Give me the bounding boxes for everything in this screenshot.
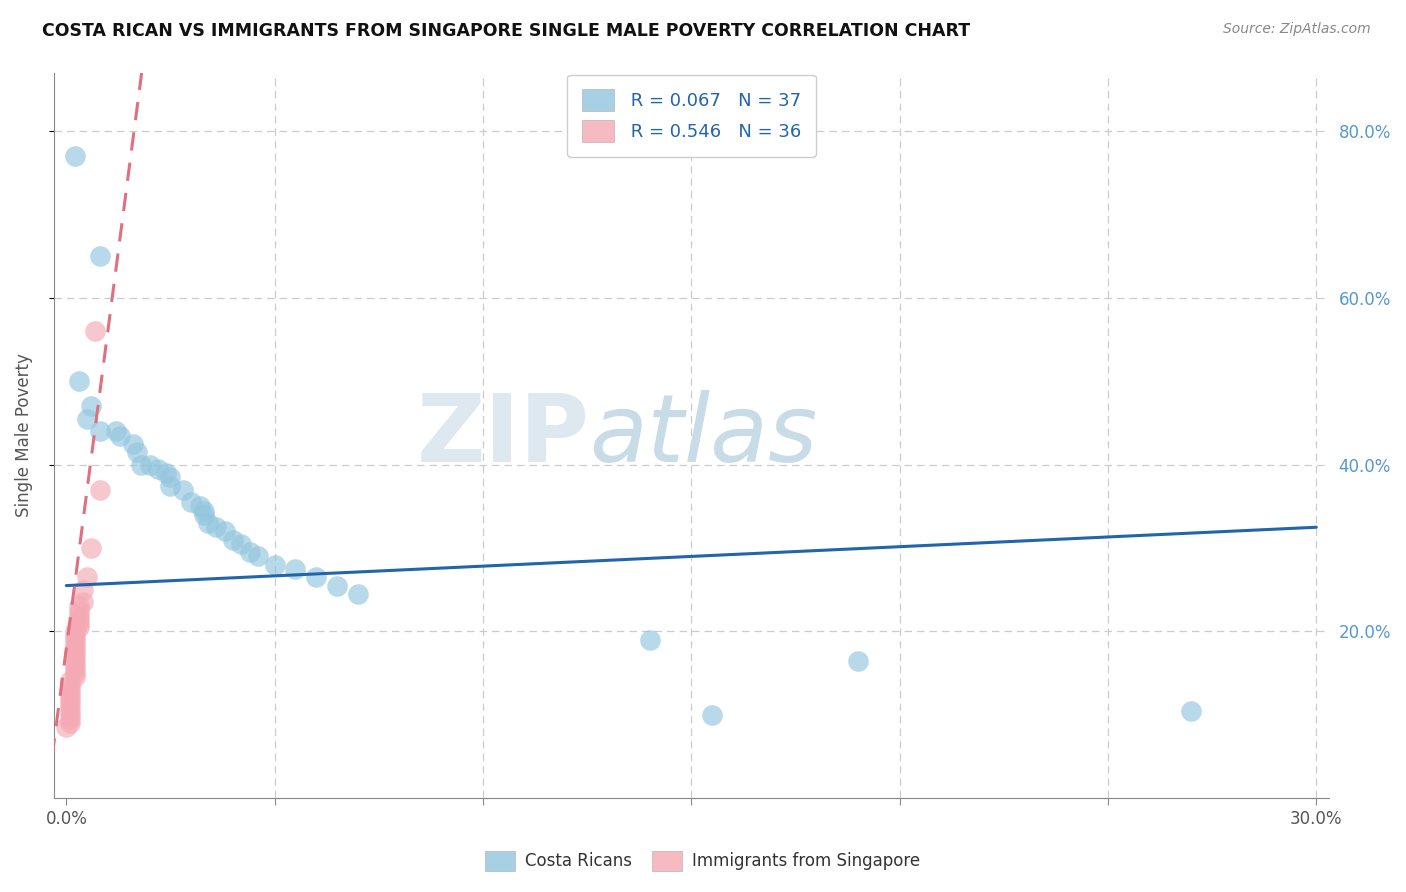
- Point: [63, 666, 86, 681]
- Point: [67, 620, 90, 634]
- Point: [214, 524, 236, 539]
- Point: [59, 712, 82, 726]
- Point: [138, 458, 160, 472]
- Point: [59, 707, 82, 722]
- Legend:  R = 0.067   N = 37,  R = 0.546   N = 36: R = 0.067 N = 37, R = 0.546 N = 36: [567, 75, 815, 157]
- Point: [59, 679, 82, 693]
- Point: [59, 699, 82, 714]
- Point: [284, 562, 307, 576]
- Point: [193, 503, 215, 517]
- Point: [127, 445, 149, 459]
- Text: Source: ZipAtlas.com: Source: ZipAtlas.com: [1223, 22, 1371, 37]
- Point: [63, 624, 86, 639]
- Point: [110, 428, 132, 442]
- Point: [67, 375, 90, 389]
- Point: [63, 662, 86, 676]
- Point: [72, 582, 94, 597]
- Point: [80, 400, 103, 414]
- Point: [172, 483, 194, 497]
- Point: [59, 704, 82, 718]
- Point: [72, 595, 94, 609]
- Text: COSTA RICAN VS IMMIGRANTS FROM SINGAPORE SINGLE MALE POVERTY CORRELATION CHART: COSTA RICAN VS IMMIGRANTS FROM SINGAPORE…: [42, 22, 970, 40]
- Point: [59, 682, 82, 697]
- Point: [89, 483, 111, 497]
- Point: [63, 649, 86, 664]
- Point: [222, 533, 245, 547]
- Point: [239, 545, 262, 559]
- Point: [146, 462, 169, 476]
- Point: [305, 570, 328, 584]
- Point: [84, 324, 107, 338]
- Point: [180, 495, 202, 509]
- Point: [59, 691, 82, 706]
- Point: [76, 570, 98, 584]
- Point: [159, 470, 181, 484]
- Point: [188, 500, 211, 514]
- Point: [1180, 704, 1202, 718]
- Point: [326, 578, 349, 592]
- Point: [846, 654, 869, 668]
- Y-axis label: Single Male Poverty: Single Male Poverty: [15, 353, 32, 517]
- Point: [89, 249, 111, 263]
- Point: [263, 558, 285, 572]
- Point: [105, 425, 128, 439]
- Point: [63, 632, 86, 647]
- Point: [67, 607, 90, 622]
- Point: [63, 637, 86, 651]
- Point: [67, 612, 90, 626]
- Point: [89, 425, 111, 439]
- Point: [159, 478, 181, 492]
- Point: [63, 670, 86, 684]
- Point: [131, 458, 153, 472]
- Point: [76, 412, 98, 426]
- Point: [193, 508, 215, 522]
- Point: [122, 437, 145, 451]
- Point: [59, 695, 82, 709]
- Point: [700, 707, 723, 722]
- Legend: Costa Ricans, Immigrants from Singapore: Costa Ricans, Immigrants from Singapore: [477, 842, 929, 880]
- Point: [63, 641, 86, 656]
- Text: ZIP: ZIP: [416, 390, 589, 482]
- Point: [63, 149, 86, 163]
- Point: [63, 657, 86, 672]
- Point: [59, 687, 82, 701]
- Point: [80, 541, 103, 555]
- Point: [231, 537, 253, 551]
- Point: [155, 466, 177, 480]
- Point: [55, 720, 77, 734]
- Point: [67, 616, 90, 631]
- Point: [638, 632, 661, 647]
- Point: [205, 520, 228, 534]
- Point: [246, 549, 269, 564]
- Point: [347, 587, 370, 601]
- Point: [59, 674, 82, 689]
- Point: [67, 604, 90, 618]
- Point: [197, 516, 219, 530]
- Point: [67, 599, 90, 614]
- Point: [59, 716, 82, 731]
- Point: [63, 654, 86, 668]
- Text: atlas: atlas: [589, 390, 817, 481]
- Point: [63, 629, 86, 643]
- Point: [63, 645, 86, 659]
